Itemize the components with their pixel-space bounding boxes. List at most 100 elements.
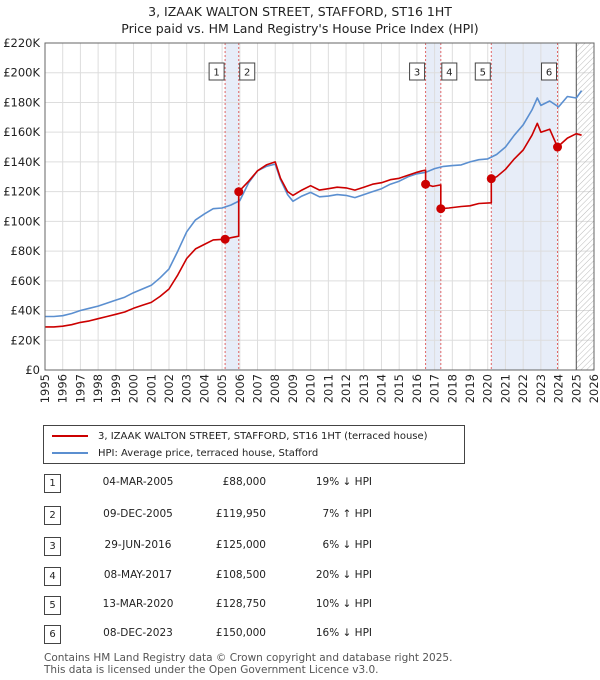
x-tick-label: 1995: [38, 374, 52, 403]
transaction-hpi-diff: 10% ↓ HPI: [315, 598, 372, 610]
sale-number-label: 5: [480, 68, 486, 79]
x-tick-label: 1997: [73, 374, 87, 403]
x-tick-label: 2016: [410, 374, 424, 403]
y-tick-label: £220K: [3, 36, 40, 50]
x-tick-label: 2015: [392, 374, 406, 403]
transaction-price: £150,000: [215, 627, 266, 639]
x-tick-label: 1996: [56, 374, 70, 403]
sale-point: [486, 174, 496, 184]
sale-number-label: 1: [213, 68, 219, 79]
chart-title: 3, IZAAK WALTON STREET, STAFFORD, ST16 1…: [0, 3, 600, 37]
x-tick-label: 2008: [268, 374, 282, 403]
x-tick-label: 1998: [91, 374, 105, 403]
transaction-number: 4: [44, 567, 61, 586]
transaction-date: 13-MAR-2020: [102, 598, 174, 610]
y-tick-label: £0: [25, 363, 40, 377]
sale-number-label: 2: [244, 68, 250, 79]
transaction-price: £88,000: [222, 476, 266, 488]
x-tick-label: 2024: [552, 374, 566, 403]
chart-title-line2: Price paid vs. HM Land Registry's House …: [121, 21, 479, 36]
x-tick-label: 2017: [428, 374, 442, 403]
footer-licence: This data is licensed under the Open Gov…: [44, 664, 379, 676]
sale-point: [553, 142, 563, 152]
x-tick-label: 2014: [374, 374, 388, 403]
sale-number-label: 6: [546, 68, 552, 79]
shaded-bands: [225, 43, 558, 370]
legend-label-hpi: HPI: Average price, terraced house, Staf…: [98, 447, 319, 459]
chart-title-line1: 3, IZAAK WALTON STREET, STAFFORD, ST16 1…: [148, 4, 452, 19]
transaction-number: 6: [44, 625, 61, 644]
transaction-hpi-diff: 20% ↓ HPI: [315, 569, 372, 581]
x-tick-label: 2018: [445, 374, 459, 403]
sale-number-label: 3: [414, 68, 420, 79]
transaction-date: 29-JUN-2016: [104, 539, 172, 551]
shaded-band: [225, 43, 239, 370]
sale-markers-lines: [224, 43, 559, 370]
x-tick-label: 2006: [233, 374, 247, 403]
legend-swatch-hpi: [52, 452, 88, 454]
sale-point: [421, 179, 431, 189]
plot-frame: [44, 42, 595, 371]
axes: £0 £20K £40K £60K £80K £100K £120K £140K £160K £1…: [3, 36, 600, 403]
footer-copyright: Contains HM Land Registry data © Crown c…: [44, 652, 453, 664]
sale-number-boxes: 1 2 3 4 5 6: [208, 62, 558, 81]
transaction-price: £128,750: [215, 598, 266, 610]
y-tick-label: £160K: [3, 125, 40, 139]
y-tick-label: £200K: [3, 66, 40, 80]
x-tick-label: 1999: [109, 374, 123, 403]
y-tick-label: £100K: [3, 214, 40, 228]
sale-number-box: [239, 62, 256, 81]
sale-number-label: 4: [446, 68, 452, 79]
sale-number-box: [409, 62, 426, 81]
sale-number-box: [208, 62, 225, 81]
legend-item-hpi: HPI: Average price, terraced house, Staf…: [52, 446, 318, 460]
y-tick-label: £120K: [3, 185, 40, 199]
x-tick-label: 2023: [534, 374, 548, 403]
future-hatch: [575, 43, 594, 370]
legend-swatch-property: [52, 435, 88, 437]
y-tick-label: £60K: [11, 274, 41, 288]
transaction-price: £108,500: [215, 569, 266, 581]
sale-number-box: [441, 62, 458, 81]
shaded-band: [425, 43, 441, 370]
transaction-date: 08-MAY-2017: [103, 569, 173, 581]
legend-label-property: 3, IZAAK WALTON STREET, STAFFORD, ST16 1…: [98, 430, 428, 442]
y-tick-label: £180K: [3, 95, 40, 109]
y-tick-label: £140K: [3, 155, 40, 169]
transaction-number: 3: [44, 537, 61, 556]
x-tick-label: 2010: [304, 374, 318, 403]
x-tick-label: 2019: [463, 374, 477, 403]
x-tick-label: 2001: [144, 374, 158, 403]
x-tick-label: 2025: [569, 374, 583, 403]
grid: [44, 42, 595, 371]
x-tick-label: 2007: [251, 374, 265, 403]
x-tick-label: 2003: [180, 374, 194, 403]
y-tick-label: £80K: [11, 244, 41, 258]
transaction-number: 2: [44, 506, 61, 525]
transaction-hpi-diff: 19% ↓ HPI: [315, 476, 372, 488]
sale-point: [436, 204, 446, 214]
x-tick-label: 2020: [481, 374, 495, 403]
sale-point: [220, 234, 230, 244]
sale-point: [234, 187, 244, 197]
transaction-date: 08-DEC-2023: [103, 627, 173, 639]
x-tick-label: 2021: [498, 374, 512, 403]
transaction-number: 1: [44, 474, 61, 493]
shaded-band: [491, 43, 558, 370]
x-tick-label: 2004: [197, 374, 211, 403]
hpi-line: [45, 90, 583, 318]
footer: Contains HM Land Registry data © Crown c…: [44, 652, 452, 676]
legend-item-property: 3, IZAAK WALTON STREET, STAFFORD, ST16 1…: [52, 429, 428, 443]
price-chart: 1 2 3 4 5 6 £0 £20K £40K £60K £80K £100K £120K £140K…: [3, 36, 600, 403]
transaction-hpi-diff: 7% ↑ HPI: [322, 508, 372, 520]
transaction-price: £119,950: [215, 508, 266, 520]
transaction-hpi-diff: 6% ↓ HPI: [322, 539, 372, 551]
sale-number-box: [474, 62, 491, 81]
transaction-date: 09-DEC-2005: [103, 508, 173, 520]
future-hatch-area: [576, 43, 594, 370]
x-tick-label: 2012: [339, 374, 353, 403]
sale-number-box: [541, 62, 558, 81]
x-tick-label: 2002: [162, 374, 176, 403]
x-tick-label: 2005: [215, 374, 229, 403]
x-tick-label: 2026: [587, 374, 600, 403]
